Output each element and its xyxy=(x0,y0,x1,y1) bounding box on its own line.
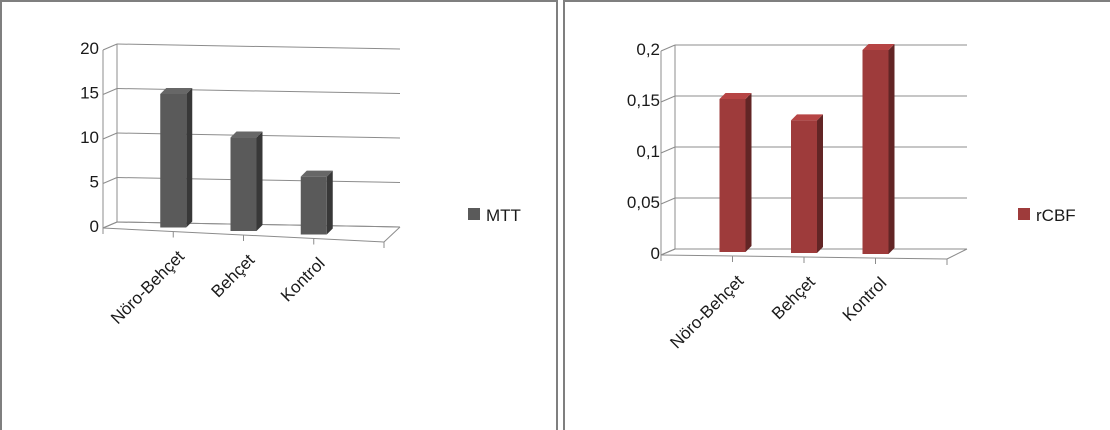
bars xyxy=(719,44,895,254)
x-category-label: Kontrol xyxy=(839,273,891,325)
y-tick-label: 10 xyxy=(80,128,99,147)
x-category-label: Nöro-Behçet xyxy=(666,271,747,352)
bar-behçet xyxy=(230,131,263,231)
bar-nöro-behçet xyxy=(160,88,193,228)
floor-right-edge xyxy=(383,226,401,243)
legend: MTT xyxy=(468,206,521,225)
y-tick-label: 20 xyxy=(80,39,99,58)
chart-panel-mtt: 0 5 10 15 20 Nöro-Behçet Behçet Kontrol MTT xyxy=(0,0,558,430)
bar-top xyxy=(230,131,263,138)
bar-front xyxy=(791,120,817,254)
bar-side xyxy=(256,131,263,231)
panel-divider xyxy=(558,0,563,430)
left-wall-gridline xyxy=(660,146,676,154)
bar-side xyxy=(186,88,193,228)
bars xyxy=(160,88,333,235)
left-wall-gridline xyxy=(660,197,676,205)
x-category-label: Behçet xyxy=(207,250,258,301)
gridline xyxy=(116,43,401,50)
labels: 0 0,05 0,1 0,15 0,2 Nöro-Behçet Behçet Kontrol xyxy=(627,40,890,352)
bar-top xyxy=(862,44,895,50)
left-wall-gridline xyxy=(102,88,118,95)
chart-rcbf-svg: 0 0,05 0,1 0,15 0,2 Nöro-Behçet Behçet Kontrol r… xyxy=(627,40,1076,352)
left-wall-gridline xyxy=(660,44,676,52)
y-tick-label: 15 xyxy=(80,84,99,103)
left-wall-gridline xyxy=(660,95,676,103)
y-tick-label: 0,05 xyxy=(627,193,660,212)
bar-top xyxy=(791,114,823,121)
y-tick-label: 0,1 xyxy=(636,142,660,161)
x-category-label: Kontrol xyxy=(277,254,329,306)
legend-swatch xyxy=(468,208,480,220)
bar-front xyxy=(230,137,257,231)
y-tick-label: 5 xyxy=(90,173,99,192)
bar-nöro-behçet xyxy=(719,93,752,252)
bar-behçet xyxy=(791,114,823,254)
left-wall-gridline xyxy=(102,43,118,51)
bar-side xyxy=(888,44,895,254)
chart-mtt-svg: 0 5 10 15 20 Nöro-Behçet Behçet Kontrol MTT xyxy=(80,39,521,328)
bar-front xyxy=(862,50,889,254)
bar-front xyxy=(160,94,187,228)
x-category-label: Behçet xyxy=(768,272,819,323)
floor-right-edge xyxy=(946,248,968,260)
y-tick-label: 0 xyxy=(90,217,99,236)
y-tick-label: 0,2 xyxy=(636,40,660,59)
bar-kontrol xyxy=(300,170,333,235)
bar-top xyxy=(160,88,193,94)
bar-side xyxy=(745,93,752,252)
legend-label: rCBF xyxy=(1036,206,1076,225)
x-category-label: Nöro-Behçet xyxy=(107,247,188,328)
legend-swatch xyxy=(1018,208,1030,220)
y-tick-label: 0 xyxy=(651,244,660,263)
bar-side xyxy=(326,170,333,235)
bar-top xyxy=(719,93,752,99)
bar-top xyxy=(300,170,333,177)
legend: rCBF xyxy=(1018,206,1076,225)
chart-panel-rcbf: 0 0,05 0,1 0,15 0,2 Nöro-Behçet Behçet Kontrol r… xyxy=(563,0,1110,430)
bar-kontrol xyxy=(862,44,895,254)
y-tick-label: 0,15 xyxy=(627,91,660,110)
bar-side xyxy=(817,114,823,254)
gridline xyxy=(116,88,401,94)
legend-label: MTT xyxy=(486,206,521,225)
left-wall-gridline xyxy=(102,132,118,140)
bar-front xyxy=(300,176,327,235)
left-wall-gridline xyxy=(102,177,118,184)
bar-front xyxy=(719,99,746,252)
